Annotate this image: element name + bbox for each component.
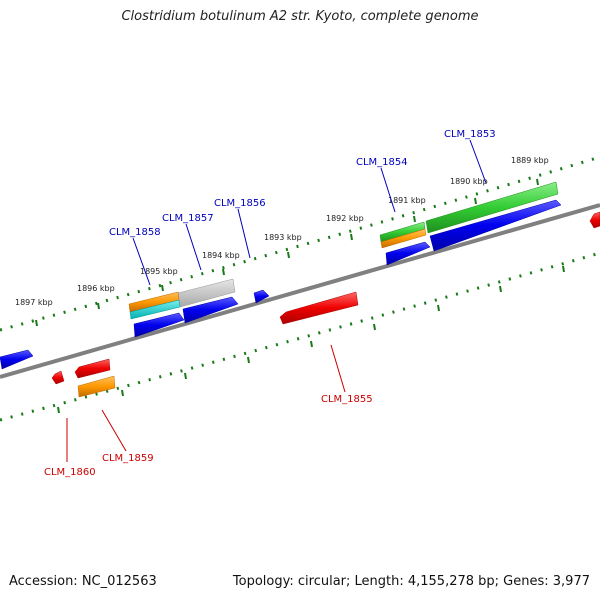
gene-feature-clm-1854[interactable] <box>385 241 431 266</box>
ruler-label: 1891 kbp <box>388 196 426 205</box>
reverse-genes <box>51 211 600 398</box>
gene-feature-clm-1858[interactable] <box>133 312 185 338</box>
ruler-label: 1894 kbp <box>202 251 240 260</box>
outer-major-ticks <box>35 178 539 327</box>
gene-label-clm-1856[interactable]: CLM_1856 <box>214 198 266 209</box>
accession-text: Accession: NC_012563 <box>9 574 157 589</box>
gene-label-clm-1858[interactable]: CLM_1858 <box>109 227 161 238</box>
cds-feature-clm-1859[interactable] <box>77 375 116 398</box>
ruler-label: 1897 kbp <box>15 298 53 307</box>
gene-feature-right[interactable] <box>589 211 600 229</box>
label-leaders-top <box>132 139 487 286</box>
gene-label-clm-1859[interactable]: CLM_1859 <box>102 453 154 464</box>
genome-stats-text: Topology: circular; Length: 4,155,278 bp… <box>232 574 590 589</box>
gene-feature-clm-1856[interactable] <box>253 289 270 304</box>
forward-genes <box>0 181 562 370</box>
genome-backbone <box>0 203 600 379</box>
label-leaders-bottom <box>66 344 346 462</box>
gene-feature-clm-1857[interactable] <box>182 296 239 324</box>
gene-label-clm-1854[interactable]: CLM_1854 <box>356 157 408 168</box>
cds-feature-clm-1858-b[interactable] <box>129 299 181 320</box>
map-title: Clostridium botulinum A2 str. Kyoto, com… <box>121 9 479 24</box>
ruler-label: 1896 kbp <box>77 284 115 293</box>
cds-feature-clm-1854-b[interactable] <box>380 228 427 249</box>
gene-feature-clm-1855[interactable] <box>279 291 359 325</box>
outer-ruler <box>0 155 600 332</box>
gene-label-clm-1860[interactable]: CLM_1860 <box>44 467 96 478</box>
gene-feature-clm-1860[interactable] <box>51 370 65 385</box>
inner-ruler <box>0 251 600 422</box>
gene-feature-left[interactable] <box>0 349 34 370</box>
ruler-label: 1893 kbp <box>264 233 302 242</box>
gene-label-clm-1857[interactable]: CLM_1857 <box>162 213 214 224</box>
cds-feature-clm-1853[interactable] <box>425 181 559 234</box>
ruler-label: 1889 kbp <box>511 156 549 165</box>
gene-feature-clm-1859[interactable] <box>74 358 111 379</box>
ruler-label: 1892 kbp <box>326 214 364 223</box>
ruler-label: 1890 kbp <box>450 177 488 186</box>
gene-feature-clm-1853[interactable] <box>429 199 562 252</box>
gene-label-clm-1853[interactable]: CLM_1853 <box>444 129 496 140</box>
ruler-label: 1895 kbp <box>140 267 178 276</box>
inner-major-ticks <box>57 265 565 414</box>
gene-label-clm-1855[interactable]: CLM_1855 <box>321 394 373 405</box>
